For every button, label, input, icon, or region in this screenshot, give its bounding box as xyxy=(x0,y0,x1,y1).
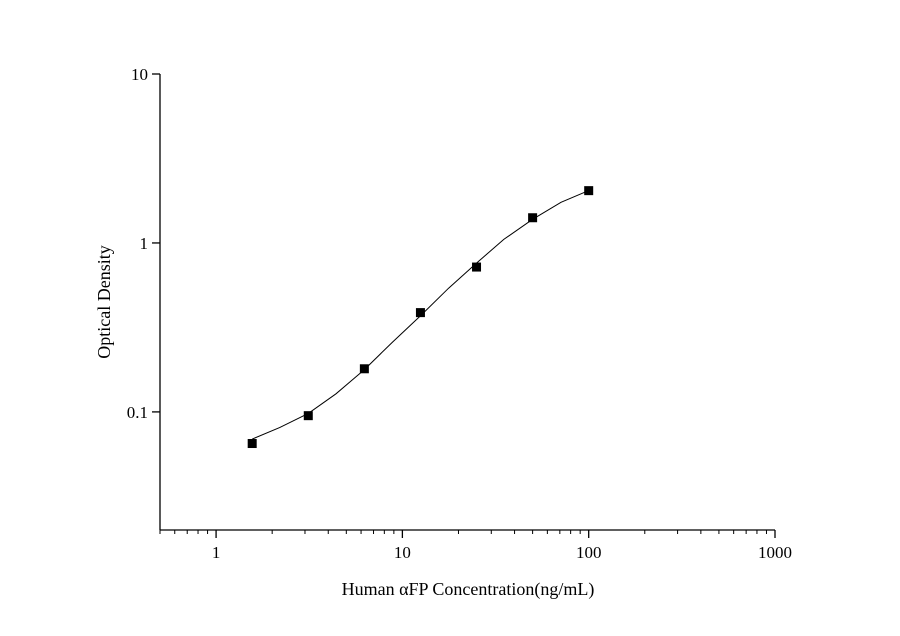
x-axis-label: Human αFP Concentration(ng/mL) xyxy=(342,579,595,600)
fit-curve xyxy=(252,190,589,440)
data-point xyxy=(303,411,313,421)
data-point xyxy=(247,439,257,449)
data-point xyxy=(472,262,482,272)
x-tick-label: 100 xyxy=(576,543,602,562)
data-point xyxy=(359,364,369,374)
x-tick-label: 1 xyxy=(212,543,221,562)
data-point xyxy=(415,308,425,318)
y-tick-label: 0.1 xyxy=(127,403,148,422)
y-tick-label: 1 xyxy=(140,234,149,253)
x-tick-label: 1000 xyxy=(758,543,792,562)
x-tick-label: 10 xyxy=(394,543,411,562)
data-point xyxy=(528,213,538,223)
y-axis-label: Optical Density xyxy=(94,245,114,358)
y-tick-label: 10 xyxy=(131,65,148,84)
